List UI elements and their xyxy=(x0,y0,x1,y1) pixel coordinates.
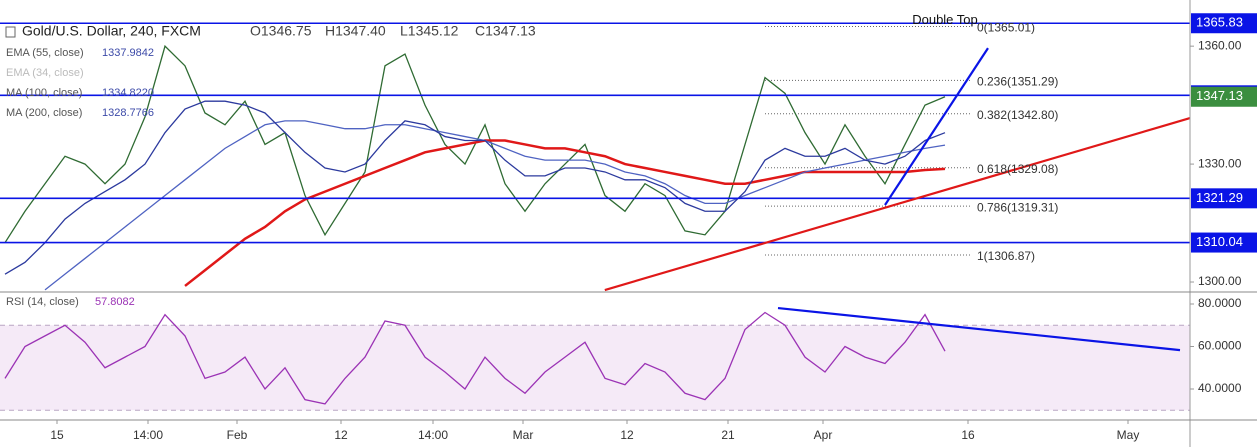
last-price-label: 1347.13 xyxy=(1196,88,1243,103)
collapse-icon[interactable] xyxy=(5,26,16,38)
trendline xyxy=(884,47,989,206)
series-line xyxy=(4,100,946,275)
series-line xyxy=(184,139,946,287)
legend-value: 1328.7766 xyxy=(102,107,154,119)
last-price-tag xyxy=(1191,86,1257,107)
level-label: 1321.29 xyxy=(1196,190,1243,205)
legend-value: 1334.8220 xyxy=(102,87,154,99)
annotation: Double Top xyxy=(912,12,978,27)
plot xyxy=(0,22,1191,411)
y-tick-label: 1360.00 xyxy=(1198,38,1242,52)
trendline xyxy=(777,306,1181,352)
symbol-title: Gold/U.S. Dollar, 240, FXCM xyxy=(22,23,201,39)
indicator-value: 57.8082 xyxy=(95,296,135,308)
x-tick-label: 21 xyxy=(721,428,735,442)
trendline xyxy=(604,117,1191,292)
ohlc-value: O1346.75 xyxy=(250,23,312,39)
level-tag xyxy=(1191,188,1257,209)
indicator-title: RSI (14, close) xyxy=(6,296,79,308)
x-tick-label: Apr xyxy=(814,428,833,442)
series-line xyxy=(44,120,946,291)
fib-label: 1(1306.87) xyxy=(977,249,1035,263)
y-tick-label: 60.0000 xyxy=(1198,339,1242,353)
y-tick-label: 1300.00 xyxy=(1198,274,1242,288)
x-tick-label: Mar xyxy=(513,428,534,442)
y-tick-label: 40.0000 xyxy=(1198,381,1242,395)
x-tick-label: May xyxy=(1117,428,1140,442)
level-label: 1365.83 xyxy=(1196,15,1243,30)
fib-label: 0.618(1329.08) xyxy=(977,162,1058,176)
fib-label: 0.382(1342.80) xyxy=(977,108,1058,122)
series-line xyxy=(4,311,946,405)
ohlc-value: H1347.40 xyxy=(325,23,386,39)
level-label: 1310.04 xyxy=(1196,234,1243,249)
x-tick-label: 16 xyxy=(961,428,975,442)
ohlc-value: L1345.12 xyxy=(400,23,459,39)
rsi-band xyxy=(0,325,1190,411)
fib-label: 0.786(1319.31) xyxy=(977,200,1058,214)
legend-name: MA (200, close) xyxy=(6,107,82,119)
x-tick-label: 14:00 xyxy=(133,428,163,442)
y-tick-label: 1330.00 xyxy=(1198,156,1242,170)
fib-label: 0(1365.01) xyxy=(977,21,1035,35)
ohlc-value: C1347.13 xyxy=(475,23,536,39)
level-tag xyxy=(1191,13,1257,34)
x-tick-label: 12 xyxy=(620,428,634,442)
level-tag xyxy=(1191,232,1257,253)
legend-value: 1337.9842 xyxy=(102,47,154,59)
x-tick-label: 15 xyxy=(50,428,64,442)
y-tick-label: 80.0000 xyxy=(1198,296,1242,310)
legend-name: MA (100, close) xyxy=(6,87,82,99)
x-tick-label: Feb xyxy=(227,428,248,442)
x-tick-label: 12 xyxy=(334,428,348,442)
legend-name: EMA (55, close) xyxy=(6,47,84,59)
fib-label: 0.236(1351.29) xyxy=(977,75,1058,89)
series-line xyxy=(4,44,946,244)
legend-name: EMA (34, close) xyxy=(6,67,84,79)
x-tick-label: 14:00 xyxy=(418,428,448,442)
